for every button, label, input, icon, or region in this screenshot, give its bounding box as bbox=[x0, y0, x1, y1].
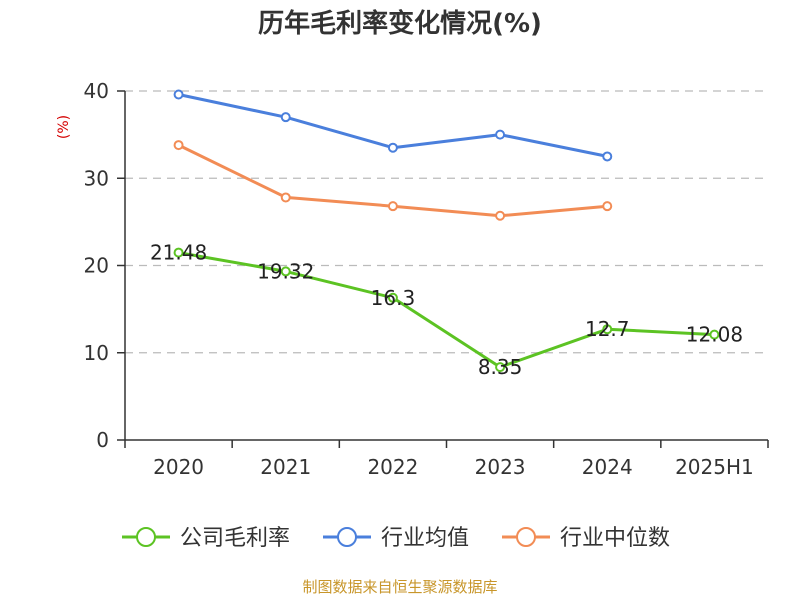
series-point-0-1 bbox=[280, 266, 291, 277]
data-labels: 21.48 19.32 16.3 8.35 12.7 12.08 bbox=[150, 241, 743, 380]
legend-item-2[interactable]: 行业中位数 bbox=[502, 526, 670, 551]
x-tick-label-2024: 2024 bbox=[582, 455, 633, 479]
source-note: 制图数据来自恒生聚源数据库 bbox=[302, 578, 497, 596]
legend-marker-1 bbox=[337, 527, 357, 547]
y-tick-label-0: 0 bbox=[96, 428, 109, 452]
series-point-1-3 bbox=[495, 129, 506, 140]
series-point-1-1 bbox=[280, 112, 291, 123]
series-point-2-0 bbox=[173, 140, 184, 151]
y-tick-label-40: 40 bbox=[84, 79, 109, 103]
x-tick-label-2021: 2021 bbox=[260, 455, 311, 479]
x-tick-label-2020: 2020 bbox=[153, 455, 204, 479]
y-tick-label-10: 10 bbox=[84, 341, 109, 365]
legend[interactable]: 公司毛利率 行业均值 行业中位数 bbox=[122, 526, 670, 551]
data-label-5: 12.08 bbox=[686, 323, 743, 347]
legend-marker-0 bbox=[136, 527, 156, 547]
data-label-3: 8.35 bbox=[478, 355, 523, 379]
axes: 0 10 20 30 40 2020 2021 2022 2023 2024 2025H1 bbox=[84, 79, 769, 479]
series-point-1-0 bbox=[173, 89, 184, 100]
series-point-0-3 bbox=[495, 362, 506, 373]
series-point-1-4 bbox=[602, 151, 613, 162]
series-point-1-2 bbox=[387, 142, 398, 153]
x-tick-label-2022: 2022 bbox=[367, 455, 418, 479]
legend-label-2: 行业中位数 bbox=[560, 526, 670, 551]
data-label-2: 16.3 bbox=[371, 286, 416, 310]
legend-label-1: 行业均值 bbox=[381, 526, 469, 551]
data-label-4: 12.7 bbox=[585, 317, 630, 341]
series-layer bbox=[173, 89, 720, 373]
series-point-0-4 bbox=[602, 324, 613, 335]
grid-lines bbox=[125, 90, 768, 354]
series-point-0-2 bbox=[387, 292, 398, 303]
series-point-0-5 bbox=[709, 329, 720, 340]
data-label-1: 19.32 bbox=[257, 259, 314, 283]
legend-label-0: 公司毛利率 bbox=[180, 526, 290, 551]
series-point-2-3 bbox=[495, 210, 506, 221]
y-axis-unit: (%) bbox=[56, 115, 72, 139]
legend-item-0[interactable]: 公司毛利率 bbox=[122, 526, 290, 551]
x-tick-label-2023: 2023 bbox=[475, 455, 526, 479]
series-point-2-2 bbox=[387, 201, 398, 212]
series-line-0 bbox=[178, 251, 715, 369]
chart-title: 历年毛利率变化情况(%) bbox=[258, 8, 542, 39]
series-point-0-0 bbox=[173, 247, 184, 258]
y-tick-label-30: 30 bbox=[84, 166, 109, 190]
x-tick-label-2025H1: 2025H1 bbox=[675, 455, 754, 479]
legend-marker-2 bbox=[516, 527, 536, 547]
data-label-0: 21.48 bbox=[150, 241, 207, 265]
y-tick-label-20: 20 bbox=[84, 254, 109, 278]
legend-item-1[interactable]: 行业均值 bbox=[323, 526, 469, 551]
series-point-2-1 bbox=[280, 192, 291, 203]
series-point-2-4 bbox=[602, 201, 613, 212]
